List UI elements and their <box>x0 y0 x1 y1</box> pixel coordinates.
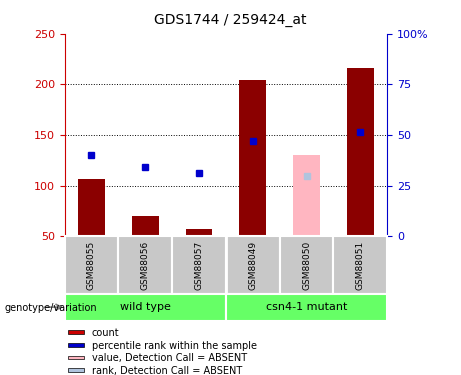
Text: GSM88051: GSM88051 <box>356 241 365 290</box>
Text: count: count <box>92 328 119 338</box>
Bar <box>347 68 374 236</box>
Bar <box>239 80 266 236</box>
Text: GSM88057: GSM88057 <box>195 241 203 290</box>
Bar <box>118 236 172 294</box>
Bar <box>68 330 84 334</box>
Text: GSM88050: GSM88050 <box>302 241 311 290</box>
Text: genotype/variation: genotype/variation <box>5 303 97 313</box>
Text: wild type: wild type <box>120 302 171 312</box>
Text: rank, Detection Call = ABSENT: rank, Detection Call = ABSENT <box>92 366 242 375</box>
Text: GSM88049: GSM88049 <box>248 241 257 290</box>
Bar <box>226 236 280 294</box>
Bar <box>333 236 387 294</box>
Text: value, Detection Call = ABSENT: value, Detection Call = ABSENT <box>92 353 247 363</box>
Bar <box>226 294 387 321</box>
Bar <box>65 236 118 294</box>
Bar <box>172 236 226 294</box>
Text: csn4-1 mutant: csn4-1 mutant <box>266 302 347 312</box>
Bar <box>132 216 159 236</box>
Bar <box>68 343 84 346</box>
Bar <box>185 229 213 236</box>
Text: GDS1744 / 259424_at: GDS1744 / 259424_at <box>154 13 307 27</box>
Bar <box>65 294 226 321</box>
Text: GSM88055: GSM88055 <box>87 241 96 290</box>
Bar <box>78 178 105 236</box>
Text: GSM88056: GSM88056 <box>141 241 150 290</box>
Bar <box>293 155 320 236</box>
Text: percentile rank within the sample: percentile rank within the sample <box>92 340 257 351</box>
Bar <box>68 368 84 372</box>
Bar <box>68 356 84 359</box>
Bar <box>280 236 333 294</box>
